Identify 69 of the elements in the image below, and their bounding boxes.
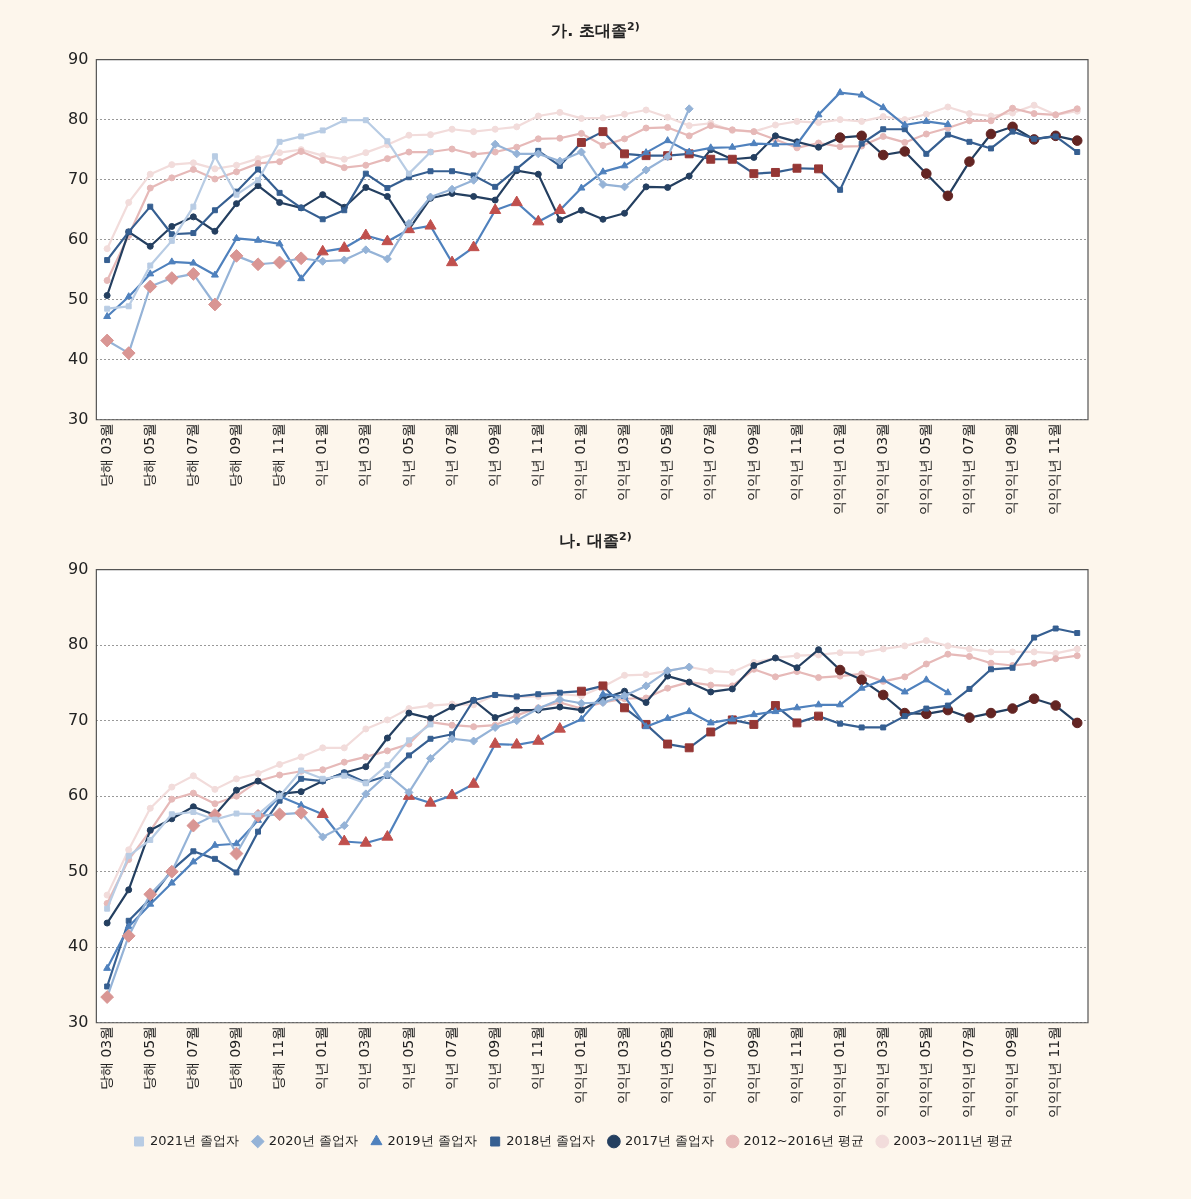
- x-tick-label: 익익익년 05월: [916, 1025, 933, 1118]
- y-tick-label: 70: [68, 709, 89, 729]
- legend-label: 2021년 졸업자: [150, 1132, 240, 1148]
- x-tick-label: 익익년 03월: [615, 422, 632, 501]
- x-tick-label: 당해 03월: [97, 422, 114, 487]
- x-tick-label: 당해 03월: [97, 1025, 114, 1090]
- y-tick-label: 30: [68, 1011, 89, 1031]
- x-tick-label: 당해 11월: [270, 1025, 287, 1090]
- x-tick-label: 익익년 03월: [615, 1025, 632, 1104]
- legend-label: 2017년 졸업자: [624, 1132, 715, 1148]
- chart-title: 가. 초대졸$^{2)}$: [550, 19, 641, 42]
- x-tick-label: 익년 05월: [399, 1025, 416, 1090]
- y-tick-label: 50: [68, 860, 89, 880]
- x-tick-label: 익익익년 03월: [873, 422, 890, 515]
- x-tick-label: 익익익년 11월: [1046, 1025, 1063, 1118]
- y-tick-label: 30: [68, 408, 89, 428]
- x-tick-label: 익익익년 07월: [960, 422, 977, 515]
- x-tick-label: 익익년 07월: [701, 422, 718, 501]
- x-tick-label: 당해 09월: [227, 1025, 244, 1090]
- legend-label: 2019년 졸업자: [387, 1132, 477, 1148]
- x-tick-label: 익익익년 07월: [960, 1025, 977, 1118]
- x-tick-label: 당해 07월: [184, 1025, 201, 1090]
- y-tick-label: 60: [68, 785, 89, 805]
- x-tick-label: 익년 01월: [313, 1025, 330, 1090]
- x-tick-label: 익년 11월: [528, 1025, 545, 1090]
- x-tick-label: 익익년 09월: [744, 1025, 761, 1104]
- x-tick-label: 익년 01월: [313, 422, 330, 487]
- x-tick-label: 익년 11월: [528, 422, 545, 487]
- x-tick-label: 익익익년 01월: [830, 1025, 847, 1118]
- x-tick-label: 익익익년 03월: [873, 1025, 890, 1118]
- y-tick-label: 50: [68, 288, 89, 308]
- x-tick-label: 익년 03월: [356, 1025, 373, 1090]
- x-tick-label: 익익년 09월: [744, 422, 761, 501]
- x-tick-label: 당해 07월: [184, 422, 201, 487]
- x-tick-label: 익익익년 01월: [830, 422, 847, 515]
- y-tick-label: 60: [68, 228, 89, 248]
- x-tick-label: 익익년 01월: [572, 422, 589, 501]
- x-tick-label: 익년 09월: [485, 422, 502, 487]
- x-tick-label: 익년 03월: [356, 422, 373, 487]
- x-tick-label: 익익년 01월: [572, 1025, 589, 1104]
- x-tick-label: 익년 05월: [399, 422, 416, 487]
- x-tick-label: 익익익년 09월: [1003, 422, 1020, 515]
- x-tick-label: 익익년 07월: [701, 1025, 718, 1104]
- x-tick-label: 익년 07월: [442, 1025, 459, 1090]
- x-tick-label: 익익익년 09월: [1003, 1025, 1020, 1118]
- legend-label: 2020년 졸업자: [268, 1132, 358, 1148]
- x-tick-label: 당해 05월: [140, 422, 157, 487]
- legend-label: 2018년 졸업자: [506, 1132, 596, 1148]
- x-tick-label: 당해 09월: [227, 422, 244, 487]
- y-tick-label: 90: [68, 558, 89, 578]
- x-tick-label: 익년 09월: [485, 1025, 502, 1090]
- x-tick-label: 당해 11월: [270, 422, 287, 487]
- x-tick-label: 익익익년 05월: [916, 422, 933, 515]
- x-tick-label: 익익년 11월: [787, 1025, 804, 1104]
- legend-label: 2012~2016년 평균: [743, 1132, 864, 1148]
- x-tick-label: 익년 07월: [442, 422, 459, 487]
- x-tick-label: 익익익년 11월: [1046, 422, 1063, 515]
- y-tick-label: 90: [68, 48, 89, 68]
- x-tick-label: 익익년 11월: [787, 422, 804, 501]
- y-tick-label: 80: [68, 108, 89, 128]
- x-tick-label: 익익년 05월: [658, 1025, 675, 1104]
- chart-title: 나. 대졸$^{2)}$: [558, 529, 633, 552]
- x-tick-label: 익익년 05월: [658, 422, 675, 501]
- y-tick-label: 40: [68, 348, 89, 368]
- legend-label: 2003~2011년 평균: [893, 1132, 1014, 1148]
- y-tick-label: 40: [68, 936, 89, 956]
- y-tick-label: 80: [68, 634, 89, 654]
- x-tick-label: 당해 05월: [140, 1025, 157, 1090]
- y-tick-label: 70: [68, 168, 89, 188]
